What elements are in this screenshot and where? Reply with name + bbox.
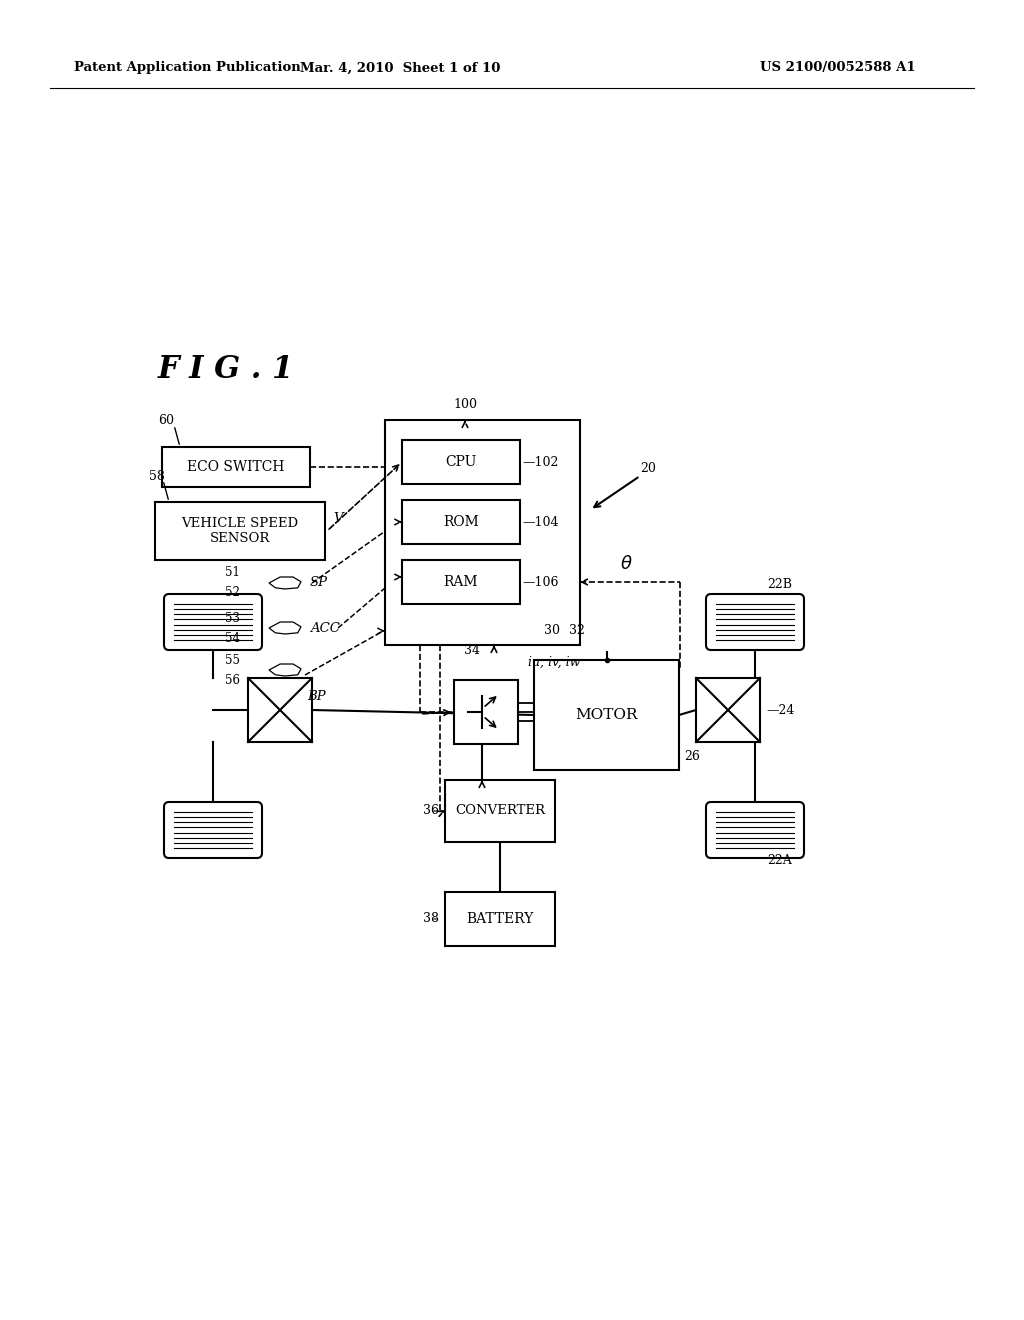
Text: —24: —24 <box>766 704 795 717</box>
Text: 58: 58 <box>150 470 165 483</box>
Text: 55: 55 <box>225 653 240 667</box>
Text: 30: 30 <box>544 623 560 636</box>
Text: BATTERY: BATTERY <box>466 912 534 927</box>
Text: 51: 51 <box>225 565 240 578</box>
FancyBboxPatch shape <box>706 803 804 858</box>
Text: SP: SP <box>310 577 328 590</box>
Text: Patent Application Publication: Patent Application Publication <box>74 62 301 74</box>
Text: 26: 26 <box>684 750 699 763</box>
Bar <box>402 500 520 544</box>
Text: 54: 54 <box>225 631 240 644</box>
Text: —102: —102 <box>522 455 558 469</box>
Bar <box>162 447 310 487</box>
Bar <box>696 678 760 742</box>
Text: 22B: 22B <box>767 578 792 591</box>
Polygon shape <box>269 622 301 634</box>
Bar <box>445 780 555 842</box>
Text: 60: 60 <box>158 414 174 428</box>
Text: US 2100/0052588 A1: US 2100/0052588 A1 <box>760 62 915 74</box>
Bar <box>445 892 555 946</box>
Text: ROM: ROM <box>443 515 479 529</box>
Text: CPU: CPU <box>445 455 477 469</box>
Text: 20: 20 <box>640 462 656 474</box>
Text: —104: —104 <box>522 516 558 528</box>
Bar <box>402 560 520 605</box>
Text: 52: 52 <box>225 586 240 598</box>
Text: 22A: 22A <box>767 854 792 867</box>
Text: 32: 32 <box>569 623 585 636</box>
FancyBboxPatch shape <box>164 594 262 649</box>
Polygon shape <box>269 577 301 589</box>
Bar <box>454 680 518 744</box>
Text: —106: —106 <box>522 576 558 589</box>
Text: MOTOR: MOTOR <box>575 708 638 722</box>
Bar <box>402 440 520 484</box>
Text: 34: 34 <box>464 644 480 656</box>
FancyBboxPatch shape <box>164 803 262 858</box>
Text: CONVERTER: CONVERTER <box>455 804 545 817</box>
Text: 56: 56 <box>225 673 240 686</box>
Text: $\theta$: $\theta$ <box>620 554 633 573</box>
Text: 36: 36 <box>423 804 439 817</box>
FancyBboxPatch shape <box>706 594 804 649</box>
Text: 100: 100 <box>453 397 477 411</box>
Text: V: V <box>333 512 343 525</box>
Bar <box>248 678 312 742</box>
Text: 53: 53 <box>225 611 240 624</box>
Text: Mar. 4, 2010  Sheet 1 of 10: Mar. 4, 2010 Sheet 1 of 10 <box>300 62 500 74</box>
Bar <box>155 502 325 560</box>
Text: BP: BP <box>307 690 326 704</box>
Bar <box>385 420 580 645</box>
Text: ACC: ACC <box>310 622 340 635</box>
Bar <box>534 660 679 770</box>
Text: 38: 38 <box>423 912 439 925</box>
Text: RAM: RAM <box>443 576 478 589</box>
Text: ECO SWITCH: ECO SWITCH <box>187 459 285 474</box>
Text: iu, iv, iw: iu, iv, iw <box>528 656 581 668</box>
Text: F I G . 1: F I G . 1 <box>158 355 294 385</box>
Polygon shape <box>269 664 301 676</box>
Text: VEHICLE SPEED
SENSOR: VEHICLE SPEED SENSOR <box>181 517 299 545</box>
